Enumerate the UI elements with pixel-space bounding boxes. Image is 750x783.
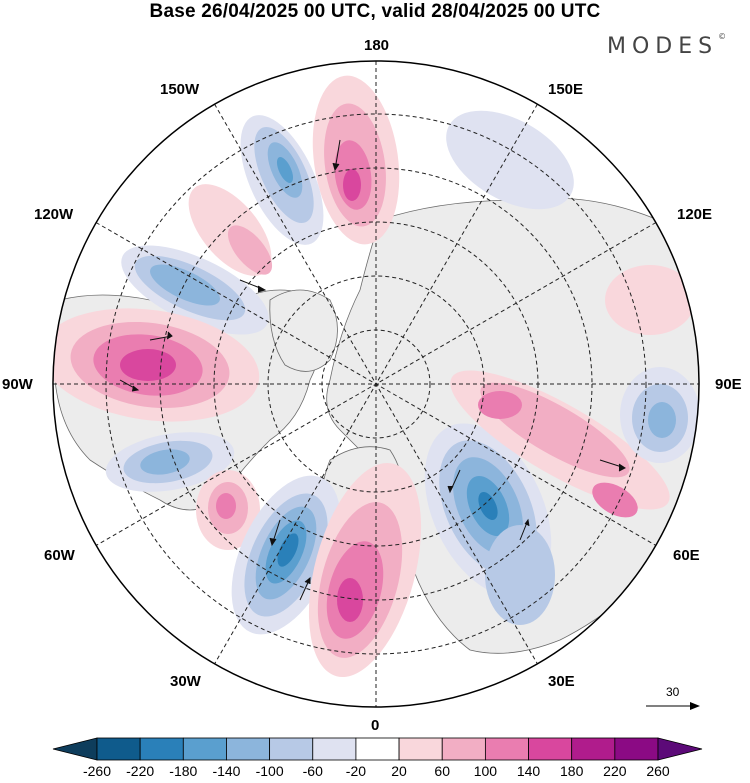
- colorbar-tick-label: 100: [473, 763, 498, 779]
- lon-label-30e: 30E: [548, 673, 575, 690]
- lon-label-150w: 150W: [160, 81, 200, 98]
- map-title: Base 26/04/2025 00 UTC, valid 28/04/2025…: [149, 1, 601, 22]
- lon-label-0: 0: [371, 717, 380, 734]
- colorbar: [52, 737, 703, 761]
- colorbar-tick-label: -100: [255, 763, 284, 779]
- colorbar-extend-min: [52, 737, 98, 761]
- map-disc: [53, 61, 699, 707]
- colorbar-tick-label: 140: [516, 763, 541, 779]
- colorbar-swatch: [226, 737, 271, 761]
- colorbar-swatch: [269, 737, 314, 761]
- colorbar-swatch: [182, 737, 227, 761]
- anomaly-field: [53, 75, 699, 678]
- lon-label-30w: 30W: [170, 673, 201, 690]
- colorbar-tick-label: -220: [126, 763, 155, 779]
- colorbar-tick-label: 180: [560, 763, 584, 779]
- wind-vectors: [119, 139, 626, 601]
- colorbar-tick-label: -20: [345, 763, 367, 779]
- lon-label-90w: 90W: [2, 376, 33, 393]
- colorbar-tick-label: 220: [603, 763, 627, 779]
- colorbar-swatch: [355, 737, 400, 761]
- colorbar-tick-label: -260: [82, 763, 112, 779]
- modes-logo: MODES©: [607, 31, 727, 59]
- colorbar-swatch: [312, 737, 357, 761]
- lon-label-60e: 60E: [673, 547, 700, 564]
- colorbar-tick-label: 260: [646, 763, 670, 779]
- colorbar-swatch: [398, 737, 443, 761]
- colorbar-tick-label: 20: [391, 763, 407, 779]
- colorbar-tick-label: -60: [302, 763, 323, 779]
- graticule: [53, 61, 699, 707]
- colorbar-tick-label: 60: [434, 763, 451, 779]
- colorbar-swatch: [484, 737, 529, 761]
- lon-label-150e: 150E: [548, 81, 584, 98]
- lon-label-120e: 120E: [677, 206, 713, 223]
- reference-vector-arrow: [646, 702, 700, 710]
- lon-label-180: 180: [364, 37, 390, 54]
- lon-label-120w: 120W: [34, 206, 74, 223]
- colorbar-swatch: [96, 737, 141, 761]
- lon-label-60w: 60W: [44, 547, 75, 564]
- map-border: [52, 60, 700, 708]
- colorbar-swatch: [139, 737, 184, 761]
- colorbar-tick-label: -140: [212, 763, 241, 779]
- colorbar-swatch: [441, 737, 486, 761]
- colorbar-swatch: [528, 737, 573, 761]
- lon-label-90e: 90E: [715, 376, 742, 393]
- reference-vector-value: 30: [666, 685, 680, 699]
- colorbar-swatch: [614, 737, 659, 761]
- colorbar-extend-max: [657, 737, 703, 761]
- colorbar-swatch: [571, 737, 616, 761]
- colorbar-tick-label: -180: [169, 763, 198, 779]
